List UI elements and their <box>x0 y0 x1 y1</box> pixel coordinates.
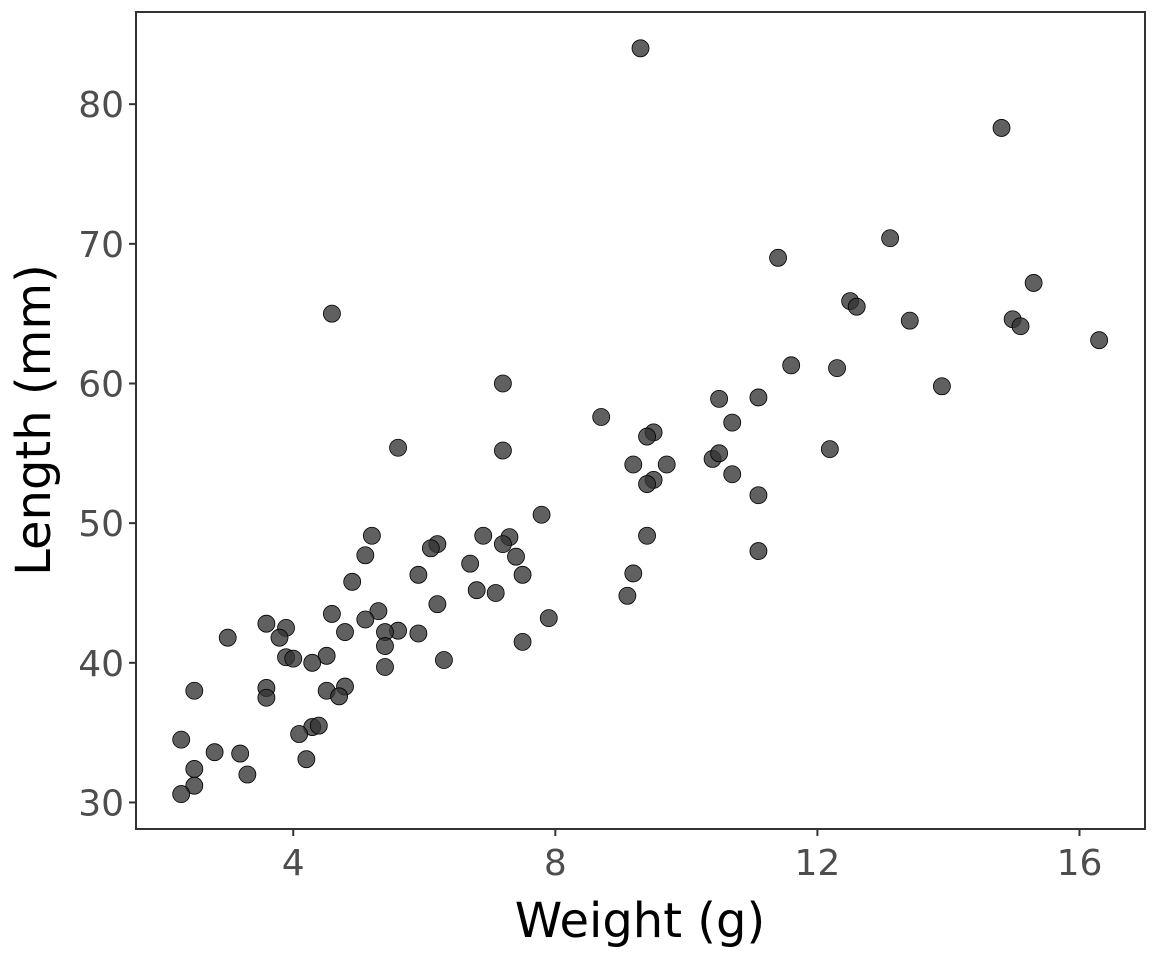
data-point <box>782 356 801 375</box>
data-point <box>297 750 316 769</box>
y-tick-label: 40 <box>78 644 124 685</box>
data-point <box>185 681 204 700</box>
data-point <box>330 687 349 706</box>
data-point <box>657 455 676 474</box>
data-point <box>336 623 354 641</box>
data-point <box>932 377 951 396</box>
data-point <box>257 614 276 633</box>
data-point <box>624 455 643 474</box>
data-point <box>723 413 742 432</box>
data-point <box>270 628 289 647</box>
data-point <box>238 765 257 784</box>
data-point <box>820 440 839 459</box>
data-point <box>1090 331 1109 350</box>
data-point <box>723 465 742 484</box>
data-point <box>749 486 768 505</box>
data-point <box>592 408 611 426</box>
data-point <box>749 542 768 560</box>
panel-border <box>135 11 1146 830</box>
data-point <box>710 444 729 463</box>
data-point <box>323 605 341 623</box>
data-point <box>376 658 394 676</box>
data-point <box>631 39 650 58</box>
data-point <box>218 628 237 647</box>
data-point <box>343 572 362 591</box>
data-point <box>900 311 919 330</box>
data-point <box>303 653 322 672</box>
data-points <box>172 39 1109 803</box>
data-point <box>532 505 551 524</box>
data-point <box>356 546 375 565</box>
data-point <box>389 438 407 457</box>
data-point <box>369 602 388 621</box>
data-point <box>486 584 505 602</box>
data-point <box>513 632 532 651</box>
data-point <box>828 359 846 378</box>
data-point <box>172 785 191 803</box>
data-point <box>185 760 204 778</box>
x-axis: 4 8 12 16 <box>282 829 1103 884</box>
x-tick-label: 16 <box>1057 843 1103 884</box>
data-point <box>257 688 276 707</box>
y-tick-label: 30 <box>78 783 124 824</box>
data-point <box>710 389 729 408</box>
x-axis-title: Weight (g) <box>515 893 765 949</box>
data-point <box>356 610 375 629</box>
data-point <box>309 716 328 735</box>
data-point <box>494 535 512 553</box>
data-point <box>494 441 512 460</box>
data-point <box>409 624 428 643</box>
data-point <box>205 743 224 762</box>
data-point <box>172 730 191 749</box>
data-point <box>474 526 493 545</box>
data-point <box>638 427 656 446</box>
data-point <box>435 651 453 669</box>
data-point <box>362 526 381 545</box>
data-point <box>539 609 558 628</box>
y-axis-title: Length (mm) <box>6 264 62 576</box>
y-tick-label: 80 <box>78 85 124 126</box>
y-tick-label: 60 <box>78 364 124 405</box>
data-point <box>185 776 204 795</box>
data-point <box>290 725 309 743</box>
y-tick-label: 70 <box>78 225 124 266</box>
data-point <box>317 646 336 665</box>
y-tick-label: 50 <box>78 504 124 545</box>
data-point <box>467 581 486 600</box>
data-point <box>881 229 900 248</box>
data-point <box>769 248 787 267</box>
data-point <box>494 374 512 393</box>
x-tick-label: 4 <box>282 843 305 884</box>
data-point <box>992 119 1011 137</box>
x-tick-label: 8 <box>544 843 567 884</box>
data-point <box>507 547 525 566</box>
data-point <box>618 586 637 605</box>
data-point <box>638 526 656 545</box>
data-point <box>513 565 532 584</box>
x-tick-label: 12 <box>794 843 840 884</box>
data-point <box>284 649 303 668</box>
data-point <box>376 637 394 655</box>
data-point <box>409 565 428 584</box>
data-point <box>638 475 656 493</box>
data-point <box>749 388 768 407</box>
data-point <box>231 744 250 763</box>
data-point <box>428 595 447 614</box>
data-point <box>1011 317 1030 336</box>
data-point <box>1024 274 1043 292</box>
data-point <box>847 297 866 316</box>
data-point <box>624 564 643 583</box>
data-point <box>323 304 341 323</box>
y-axis: 30 40 50 60 70 80 <box>78 85 136 824</box>
data-point <box>461 554 480 573</box>
data-point <box>421 539 440 558</box>
